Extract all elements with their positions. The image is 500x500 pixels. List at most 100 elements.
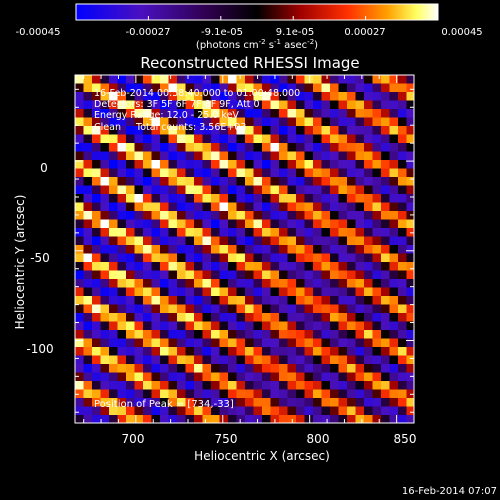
heatmap-cell [202, 287, 212, 297]
heatmap-cell [279, 389, 288, 399]
heatmap-cell [143, 355, 152, 365]
heatmap-cell [126, 398, 135, 407]
heatmap-cell [236, 389, 246, 399]
heatmap-cell [228, 75, 237, 84]
heatmap-cell [236, 194, 246, 203]
heatmap-cell [92, 219, 101, 229]
heatmap-cell [100, 381, 110, 390]
heatmap-cell [126, 143, 135, 152]
heatmap-cell [313, 202, 322, 212]
heatmap-cell [262, 126, 271, 135]
heatmap-cell [100, 355, 110, 365]
heatmap-cell [160, 75, 169, 84]
heatmap-cell [202, 415, 212, 423]
heatmap-cell [330, 321, 339, 331]
heatmap-cell [406, 262, 414, 271]
heatmap-cell [92, 270, 101, 280]
heatmap-cell [202, 253, 212, 263]
heatmap-cell [228, 398, 237, 407]
heatmap-cell [381, 202, 390, 212]
heatmap-cell [338, 330, 348, 339]
heatmap-cell [245, 389, 254, 399]
heatmap-cell [338, 338, 348, 348]
heatmap-cell [117, 355, 127, 365]
heatmap-cell [126, 389, 135, 399]
heatmap-cell [219, 134, 229, 144]
heatmap-cell [202, 347, 212, 356]
heatmap-cell [355, 347, 365, 356]
heatmap-cell [219, 321, 229, 331]
heatmap-cell [347, 151, 356, 161]
heatmap-cell [151, 330, 161, 339]
heatmap-cell [355, 168, 365, 178]
heatmap-cell [83, 202, 93, 212]
heatmap-cell [279, 406, 288, 416]
heatmap-cell [304, 219, 314, 229]
heatmap-cell [245, 168, 254, 178]
heatmap-cell [126, 381, 135, 390]
heatmap-cell [364, 415, 373, 423]
heatmap-cell [194, 168, 203, 178]
heatmap-cell [83, 245, 93, 254]
heatmap-cell [211, 355, 220, 365]
heatmap-cell [270, 143, 280, 152]
heatmap-cell [219, 253, 229, 263]
heatmap-cell [338, 134, 348, 144]
heatmap-cell [270, 398, 280, 407]
heatmap-cell [168, 296, 178, 305]
heatmap-cell [83, 262, 93, 271]
heatmap-cell [151, 92, 161, 101]
heatmap-cell [296, 143, 305, 152]
heatmap-cell [143, 185, 152, 195]
heatmap-cell [202, 168, 212, 178]
heatmap-cell [406, 168, 414, 178]
heatmap-cell [406, 219, 414, 229]
heatmap-cell [313, 185, 322, 195]
heatmap-cell [338, 75, 348, 84]
heatmap-cell [160, 389, 169, 399]
heatmap-cell [330, 355, 339, 365]
heatmap-cell [168, 313, 178, 322]
heatmap-cell [160, 287, 169, 297]
heatmap-cell [381, 160, 390, 169]
heatmap-cell [126, 211, 135, 220]
heatmap-cell [151, 262, 161, 271]
heatmap-cell [253, 134, 263, 144]
heatmap-cell [211, 126, 220, 135]
heatmap-cell [202, 202, 212, 212]
heatmap-cell [160, 245, 169, 254]
heatmap-cell [228, 211, 237, 220]
heatmap-cell [330, 406, 339, 416]
heatmap-cell [211, 364, 220, 373]
heatmap-cell [406, 304, 414, 314]
heatmap-cell [262, 100, 271, 110]
heatmap-cell [338, 160, 348, 169]
heatmap-cell [92, 381, 101, 390]
heatmap-cell [143, 364, 152, 373]
heatmap-cell [321, 364, 331, 373]
heatmap-cell [143, 347, 152, 356]
heatmap-cell [126, 372, 135, 382]
heatmap-cell [109, 262, 118, 271]
heatmap-cell [143, 143, 152, 152]
heatmap-cell [75, 168, 84, 178]
heatmap-cell [168, 398, 178, 407]
heatmap-cell [185, 117, 195, 127]
heatmap-cell [347, 287, 356, 297]
heatmap-cell [262, 177, 271, 186]
heatmap-cell [304, 245, 314, 254]
heatmap-cell [304, 355, 314, 365]
heatmap-cell [185, 355, 195, 365]
heatmap-cell [83, 211, 93, 220]
heatmap-cell [228, 109, 237, 118]
heatmap-cell [313, 117, 322, 127]
heatmap-cell [117, 270, 127, 280]
heatmap-cell [270, 313, 280, 322]
heatmap-cell [219, 92, 229, 101]
heatmap-cell [143, 270, 152, 280]
heatmap-cell [151, 415, 161, 423]
heatmap-cell [372, 109, 382, 118]
heatmap-cell [92, 330, 101, 339]
heatmap-cell [185, 202, 195, 212]
heatmap-cell [355, 202, 365, 212]
